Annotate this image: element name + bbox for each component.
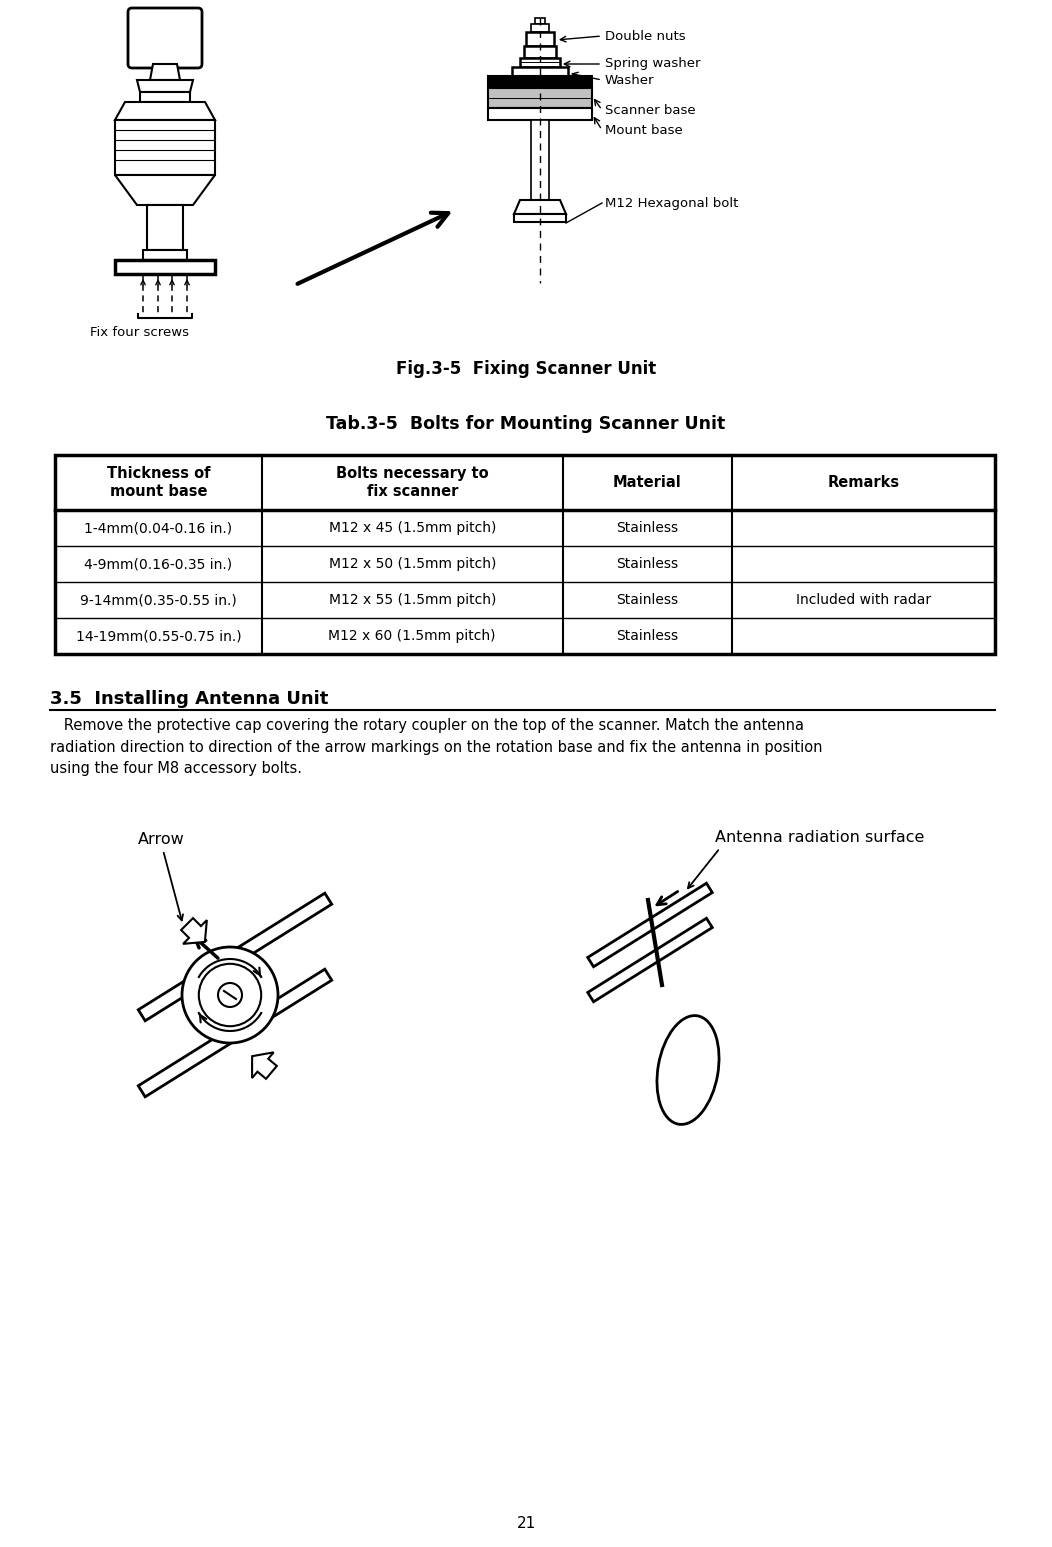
Text: M12 Hexagonal bolt: M12 Hexagonal bolt [605,196,739,209]
Bar [143,251,187,260]
Polygon shape [138,893,331,1021]
FancyBboxPatch shape [128,8,202,68]
Text: Stainless: Stainless [616,557,679,571]
Text: Remove the protective cap covering the rotary coupler on the top of the scanner.: Remove the protective cap covering the r… [50,718,823,777]
Text: Stainless: Stainless [616,630,679,644]
Bar [520,57,560,67]
Circle shape [182,947,278,1043]
Bar [535,19,545,25]
Bar [115,260,215,274]
Bar [140,91,190,102]
Bar [488,108,592,121]
Text: Stainless: Stainless [616,521,679,535]
Polygon shape [252,1052,277,1078]
Text: 3.5  Installing Antenna Unit: 3.5 Installing Antenna Unit [50,690,328,709]
Bar [526,32,554,46]
Bar [55,455,995,654]
Polygon shape [588,919,712,1002]
Text: Fig.3-5  Fixing Scanner Unit: Fig.3-5 Fixing Scanner Unit [396,360,656,377]
Polygon shape [514,200,566,213]
Bar [514,213,566,223]
Bar [488,88,592,108]
Text: M12 x 50 (1.5mm pitch): M12 x 50 (1.5mm pitch) [328,557,495,571]
Text: Arrow: Arrow [138,832,185,848]
Text: 1-4mm(0.04-0.16 in.): 1-4mm(0.04-0.16 in.) [84,521,232,535]
Text: M12 x 55 (1.5mm pitch): M12 x 55 (1.5mm pitch) [328,593,495,606]
Text: Washer: Washer [605,74,654,87]
Text: Antenna radiation surface: Antenna radiation surface [715,831,925,845]
Bar [531,25,549,32]
Bar [524,46,557,57]
Text: Remarks: Remarks [827,475,899,490]
Text: Spring washer: Spring washer [605,57,701,71]
Bar [512,67,568,76]
Polygon shape [150,63,180,80]
Text: M12 x 45 (1.5mm pitch): M12 x 45 (1.5mm pitch) [328,521,495,535]
Bar [531,121,549,200]
Text: 9-14mm(0.35-0.55 in.): 9-14mm(0.35-0.55 in.) [80,593,237,606]
Text: Material: Material [613,475,682,490]
Text: 21: 21 [517,1516,535,1532]
Text: M12 x 60 (1.5mm pitch): M12 x 60 (1.5mm pitch) [328,630,495,644]
Polygon shape [137,80,193,91]
Text: Bolts necessary to
fix scanner: Bolts necessary to fix scanner [336,466,488,498]
Text: Fix four screws: Fix four screws [90,326,189,339]
Circle shape [218,982,242,1007]
Bar [115,121,215,175]
Text: 14-19mm(0.55-0.75 in.): 14-19mm(0.55-0.75 in.) [76,630,241,644]
Polygon shape [588,883,712,967]
Text: Thickness of
mount base: Thickness of mount base [106,466,210,498]
Circle shape [199,964,261,1026]
Polygon shape [181,917,207,944]
Text: Tab.3-5  Bolts for Mounting Scanner Unit: Tab.3-5 Bolts for Mounting Scanner Unit [326,415,726,433]
Polygon shape [138,970,331,1097]
Text: Double nuts: Double nuts [605,29,686,42]
Polygon shape [115,175,215,206]
Bar [147,206,183,251]
Text: Included with radar: Included with radar [795,593,931,606]
Ellipse shape [656,1015,720,1125]
Text: 4-9mm(0.16-0.35 in.): 4-9mm(0.16-0.35 in.) [84,557,232,571]
Text: Stainless: Stainless [616,593,679,606]
Text: Mount base: Mount base [605,124,683,136]
Text: Scanner base: Scanner base [605,104,695,116]
Polygon shape [115,102,215,121]
Bar [488,76,592,88]
